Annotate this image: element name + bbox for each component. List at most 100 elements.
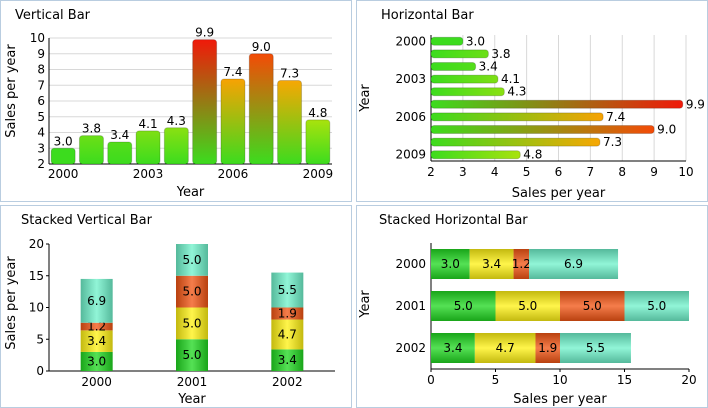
y-tick-label: 2001: [395, 299, 426, 313]
x-tick-label: 9: [650, 165, 658, 179]
x-tick-label: 15: [617, 373, 632, 387]
stacked-horizontal-bar-chart: 0 5 10 15 20 3.0 3.4 1.2 6.9 2000 5.0 5.0 5.0 5.0 2001…: [358, 243, 697, 407]
stacked-segment: [80, 322, 113, 331]
bar: [50, 147, 76, 165]
x-tick-label: 3: [459, 165, 467, 179]
bar: [430, 49, 489, 59]
bar: [248, 53, 274, 165]
stacked-segment: [535, 333, 560, 363]
y-tick-label: 2006: [395, 110, 426, 124]
value-label: 3.4: [110, 128, 129, 142]
segment-label: 5.0: [454, 299, 473, 313]
segment-label: 6.9: [87, 294, 106, 308]
stacked-segment: [529, 249, 619, 279]
y-tick-label: 7: [37, 78, 45, 92]
stacked-segment: [80, 351, 113, 371]
stacked-horizontal-bar-title: Stacked Horizontal Bar: [379, 213, 528, 228]
y-tick-label: 10: [29, 301, 44, 315]
y-axis-title: Sales per year: [4, 256, 19, 350]
x-tick-label: 8: [618, 165, 626, 179]
segment-label: 1.9: [278, 307, 297, 321]
stacked-segment: [474, 333, 536, 363]
segment-label: 5.5: [586, 341, 605, 355]
stacked-segment: [80, 278, 113, 323]
y-tick-label: 3: [37, 141, 45, 155]
stacked-vertical-bar-title: Stacked Vertical Bar: [21, 213, 152, 228]
segment-label: 5.0: [182, 348, 201, 362]
y-tick-label: 2000: [395, 34, 426, 48]
y-tick-label: 5: [36, 332, 44, 346]
y-tick-label: 2002: [395, 341, 426, 355]
value-label: 4.8: [308, 106, 327, 120]
value-label: 9.0: [252, 40, 271, 54]
stacked-segment: [469, 249, 514, 279]
segment-label: 6.9: [564, 257, 583, 271]
segment-label: 3.4: [278, 353, 297, 367]
y-tick-label: 8: [37, 63, 45, 77]
value-label: 7.3: [280, 67, 299, 81]
bar: [277, 80, 303, 165]
value-label: 3.8: [82, 122, 101, 136]
segment-label: 5.0: [647, 299, 666, 313]
stacked-vertical-bar-panel: Stacked Vertical Bar 0 5 10 15 20 3.0 3.4 1.2 6.…: [0, 205, 352, 408]
value-label: 4.1: [139, 117, 158, 131]
segment-label: 5.0: [182, 253, 201, 267]
x-tick-label: 2006: [218, 167, 249, 181]
value-label: 4.3: [167, 114, 186, 128]
bar: [135, 130, 161, 165]
x-tick-label: 7: [587, 165, 595, 179]
segment-label: 5.5: [278, 283, 297, 297]
x-tick-label: 6: [555, 165, 563, 179]
x-axis-title: Year: [176, 185, 205, 200]
bar: [430, 87, 505, 97]
value-label: 4.8: [523, 148, 542, 162]
bar: [430, 99, 684, 109]
segment-label: 3.4: [443, 341, 462, 355]
segment-label: 3.4: [87, 334, 106, 348]
bar: [78, 135, 104, 165]
y-tick-label: 9: [37, 47, 45, 61]
y-tick-label: 2000: [395, 257, 426, 271]
bar: [192, 39, 218, 165]
segment-label: 4.7: [278, 327, 297, 341]
stacked-segment: [431, 291, 496, 321]
y-tick-label: 2003: [395, 72, 426, 86]
bar: [430, 36, 464, 46]
bar: [305, 119, 331, 165]
vertical-bar-title: Vertical Bar: [15, 8, 91, 23]
vertical-bar-panel: Vertical Bar 2 3 4 5 6 7 8 9 10 3.0 2000 3.8 3.4 4.1 2…: [0, 0, 352, 202]
x-axis-title: Sales per year: [512, 186, 606, 201]
value-label: 4.3: [507, 85, 526, 99]
y-tick-label: 6: [37, 94, 45, 108]
x-tick-label: 2002: [272, 375, 303, 389]
stacked-segment: [176, 339, 208, 371]
y-axis-title: Sales per year: [4, 44, 19, 138]
segment-label: 1.2: [512, 257, 531, 271]
x-tick-label: 0: [427, 373, 435, 387]
value-label: 9.9: [686, 97, 705, 111]
stacked-segment: [431, 333, 475, 363]
x-axis-title: Sales per year: [513, 392, 607, 407]
x-tick-label: 2009: [303, 167, 334, 181]
segment-label: 1.2: [87, 320, 106, 334]
bar: [430, 112, 604, 122]
value-label: 3.4: [479, 60, 498, 74]
stacked-segment: [176, 244, 208, 276]
segment-label: 3.4: [482, 257, 501, 271]
x-axis-title: Year: [177, 392, 206, 407]
segment-label: 5.0: [518, 299, 537, 313]
value-label: 3.8: [491, 47, 510, 61]
segment-label: 5.0: [583, 299, 602, 313]
bar: [163, 127, 189, 165]
value-label: 4.1: [501, 72, 520, 86]
segment-label: 5.0: [182, 285, 201, 299]
segment-label: 4.7: [496, 341, 515, 355]
stacked-segment: [176, 307, 208, 340]
stacked-segment: [271, 307, 304, 320]
x-tick-label: 5: [492, 373, 500, 387]
value-label: 7.4: [606, 110, 625, 124]
x-tick-label: 2000: [48, 167, 79, 181]
stacked-segment: [271, 349, 304, 371]
y-tick-label: 5: [37, 110, 45, 124]
